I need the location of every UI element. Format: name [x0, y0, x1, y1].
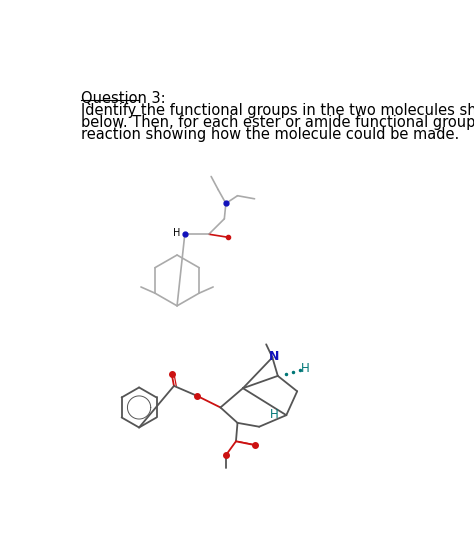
Text: H: H [173, 228, 180, 238]
Text: H: H [270, 408, 279, 421]
Text: below. Then, for each ester or amide functional group, write a: below. Then, for each ester or amide fun… [81, 115, 474, 130]
Text: H: H [301, 362, 310, 375]
Text: Identify the functional groups in the two molecules shown: Identify the functional groups in the tw… [81, 102, 474, 118]
Text: Question 3:: Question 3: [81, 91, 165, 106]
Text: reaction showing how the molecule could be made.: reaction showing how the molecule could … [81, 127, 459, 142]
Text: N: N [269, 350, 279, 363]
